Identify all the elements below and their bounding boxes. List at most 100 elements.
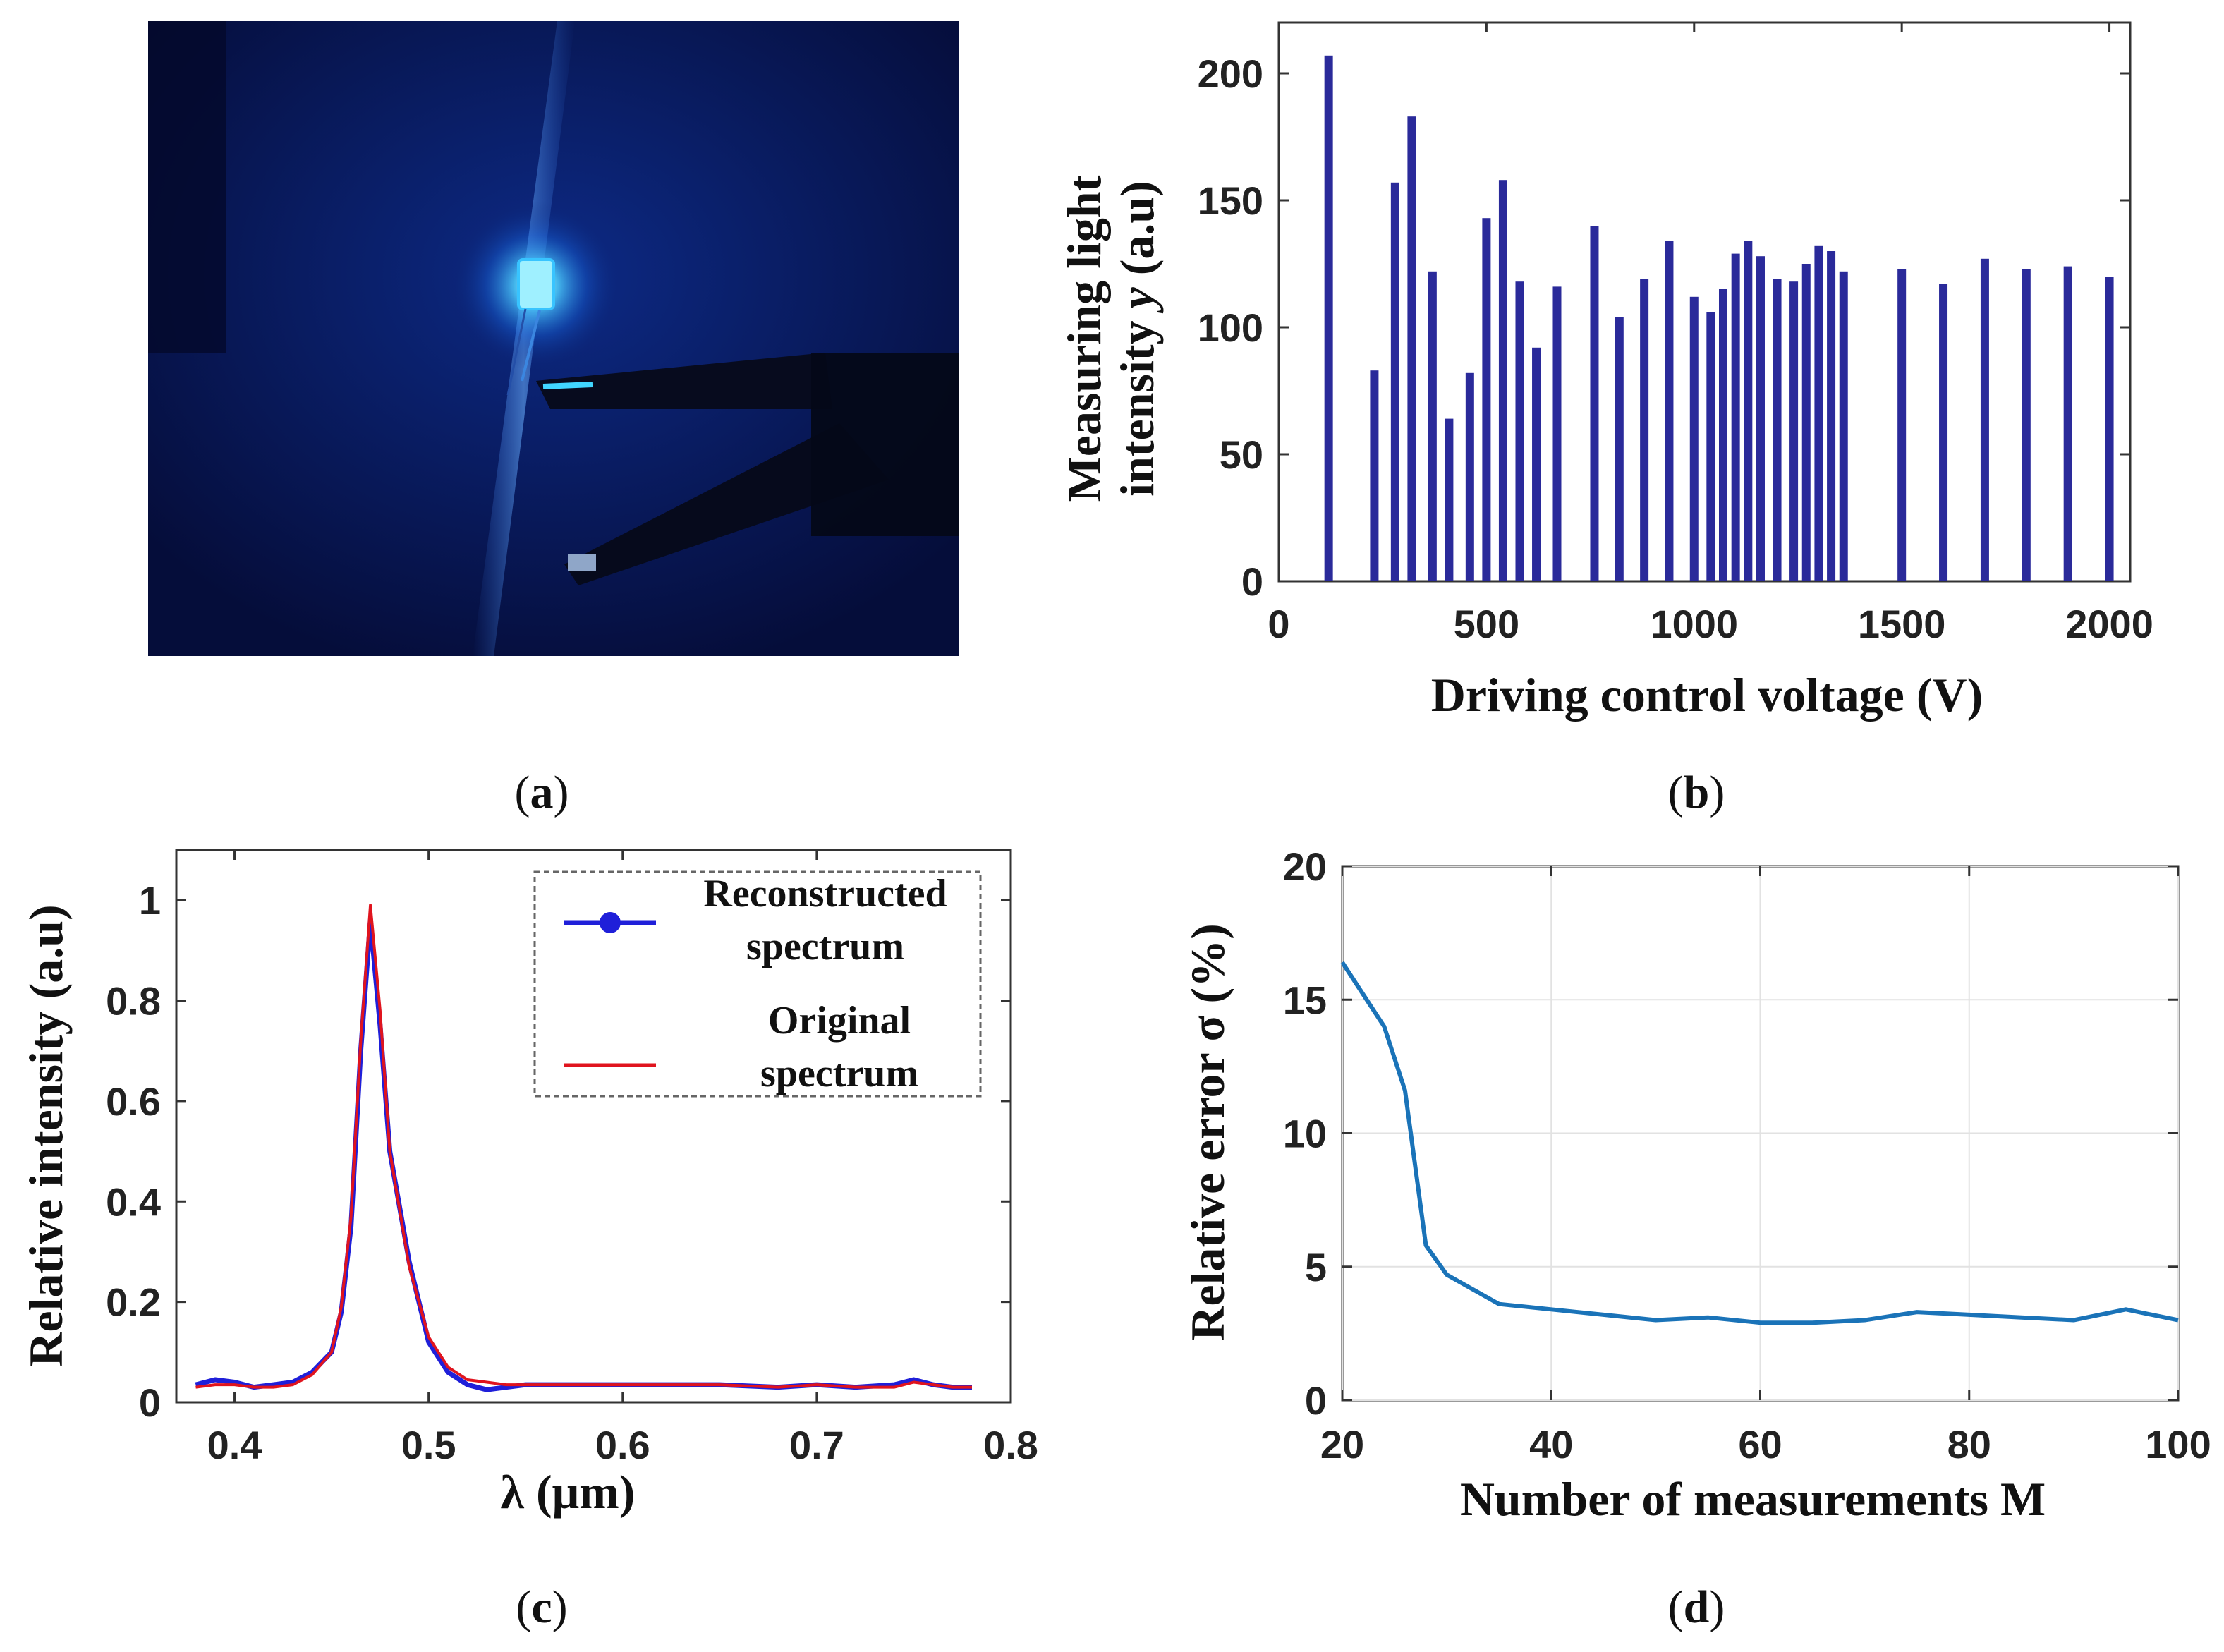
panel-a-photo <box>148 21 959 656</box>
series-line <box>1340 961 2179 1325</box>
bar <box>2105 277 2114 581</box>
bar <box>1445 418 1454 581</box>
bar <box>1718 289 1727 581</box>
bar <box>1980 258 1989 581</box>
legend-label-original-1: Original <box>768 999 911 1043</box>
bar <box>1532 347 1541 581</box>
alligator-clip-upper <box>536 353 832 409</box>
bar <box>1465 372 1474 581</box>
y-axis-ticks-d: 0 5 10 15 20 <box>1283 844 2178 1423</box>
y-tick-label: 0.4 <box>106 1179 161 1224</box>
y-tick-label: 0 <box>139 1380 161 1425</box>
y-tick-label: 0 <box>1241 559 1263 604</box>
led-icon <box>517 258 555 310</box>
y-tick-label: 100 <box>1198 305 1263 350</box>
bar <box>1897 269 1907 581</box>
x-axis-label-b: Driving control voltage (V) <box>1431 668 1983 722</box>
led-lead-wire <box>521 310 541 382</box>
x-axis-ticks-b: 0 500 1000 1500 2000 <box>1268 23 2153 646</box>
y-tick-label: 200 <box>1198 51 1263 96</box>
x-tick-label: 0.6 <box>595 1423 650 1467</box>
bar <box>1731 253 1740 581</box>
bar <box>1498 180 1507 581</box>
y-axis-label-c: Relative intensity (a.u) <box>19 904 73 1366</box>
y-tick-label: 1 <box>139 878 161 923</box>
y-tick-label: 15 <box>1283 978 1327 1022</box>
bar <box>1615 317 1624 581</box>
y-axis-ticks-c: 0 0.2 0.4 0.6 0.8 1 <box>106 878 1011 1425</box>
caption-d: (d) <box>1668 1581 1725 1633</box>
caption-b: (b) <box>1668 767 1725 818</box>
alligator-clip-lower <box>564 423 889 585</box>
x-tick-label: 500 <box>1454 602 1519 646</box>
bar <box>1665 241 1674 581</box>
series-line <box>195 904 972 1389</box>
x-tick-label: 0.4 <box>207 1423 262 1467</box>
legend-c: Reconstructed spectrum Original spectrum <box>533 870 982 1098</box>
bar <box>1482 218 1491 581</box>
y-axis-label-b-line2: intensity y (a.u) <box>1110 181 1164 497</box>
x-tick-label: 80 <box>1947 1422 1991 1466</box>
bar-series-b <box>1324 55 2114 582</box>
spectrum-lines <box>195 904 972 1392</box>
y-tick-label: 50 <box>1220 432 1263 477</box>
x-tick-label: 20 <box>1320 1422 1364 1466</box>
bar <box>1590 226 1599 581</box>
bar <box>1370 370 1379 581</box>
bar <box>1689 296 1699 581</box>
bar <box>1390 182 1399 581</box>
panel-c-chart: 0 0.2 0.4 0.6 0.8 1 0.4 0.5 0.6 0.7 0.8 Reconstru… <box>19 849 1038 1519</box>
y-tick-label: 0.8 <box>106 979 161 1024</box>
x-tick-label: 2000 <box>2065 602 2153 646</box>
y-tick-label: 0.6 <box>106 1079 161 1124</box>
x-tick-label: 0.8 <box>983 1423 1038 1467</box>
y-axis-label-d: Relative error σ (%) <box>1181 923 1234 1340</box>
bar <box>1789 281 1799 581</box>
panel-d-chart: 0 5 10 15 20 20 40 60 80 100 Number of measureme… <box>1181 844 2211 1526</box>
y-tick-label: 0.2 <box>106 1280 161 1325</box>
bar <box>1756 256 1765 581</box>
x-tick-label: 1000 <box>1650 602 1738 646</box>
y-tick-label: 10 <box>1283 1112 1327 1156</box>
bar <box>1515 281 1524 581</box>
x-tick-label: 40 <box>1529 1422 1573 1466</box>
bar <box>1706 312 1715 581</box>
x-tick-label: 100 <box>2145 1422 2211 1466</box>
x-axis-ticks-d: 20 40 60 80 100 <box>1320 866 2211 1466</box>
x-tick-label: 0.5 <box>401 1423 456 1467</box>
x-tick-label: 1500 <box>1858 602 1946 646</box>
bar <box>1324 55 1333 582</box>
legend-label-reconstructed-2: spectrum <box>746 925 904 968</box>
error-line <box>1340 961 2179 1325</box>
photo-dark-corner <box>148 21 226 353</box>
clip-highlight <box>542 382 593 389</box>
bar <box>1744 241 1753 581</box>
bar <box>1839 271 1848 581</box>
x-tick-label: 60 <box>1738 1422 1782 1466</box>
legend-label-reconstructed-1: Reconstructed <box>703 872 947 916</box>
caption-c: (c) <box>516 1581 567 1633</box>
bar <box>1939 284 1948 581</box>
bar <box>2022 269 2031 581</box>
plot-frame-b <box>1277 21 2132 583</box>
y-axis-label-b: Measuring light <box>1057 175 1111 502</box>
y-tick-label: 0 <box>1305 1378 1327 1423</box>
y-tick-label: 150 <box>1198 178 1263 223</box>
bar <box>1640 279 1649 581</box>
bar <box>1428 271 1437 581</box>
x-axis-ticks-c: 0.4 0.5 0.6 0.7 0.8 <box>207 850 1038 1467</box>
legend-marker-reconstructed <box>600 912 621 933</box>
led-lead-wire-2 <box>506 308 527 396</box>
panel-b-chart: 0 50 100 150 200 0 500 1000 1500 2000 Driving co… <box>1057 21 2153 722</box>
bar <box>1827 251 1836 581</box>
x-tick-label: 0 <box>1268 602 1289 646</box>
caption-a: (a) <box>515 767 569 818</box>
bar <box>1773 279 1782 581</box>
x-tick-label: 0.7 <box>789 1423 844 1467</box>
bar <box>2063 266 2072 581</box>
legend-label-original-2: spectrum <box>760 1052 918 1095</box>
bar <box>1801 264 1811 581</box>
clip-connector <box>811 353 959 536</box>
y-tick-label: 5 <box>1305 1245 1327 1289</box>
